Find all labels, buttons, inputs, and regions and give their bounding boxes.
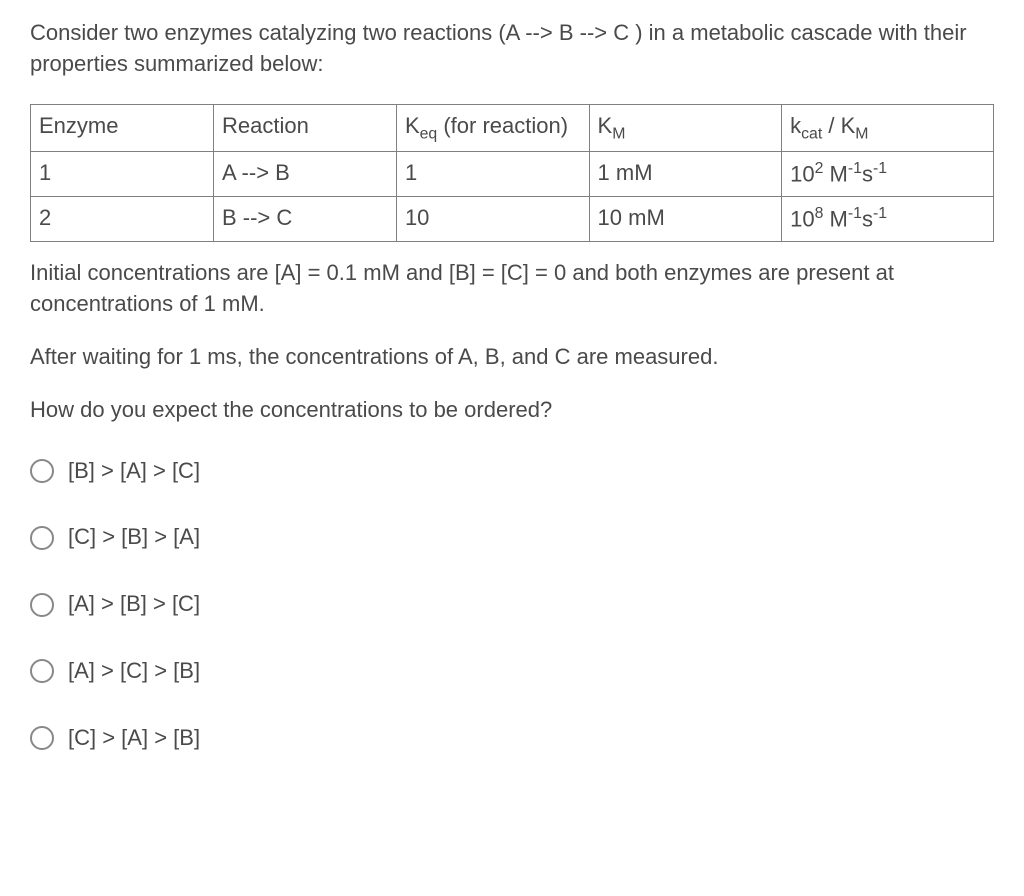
kcat-exp2: -1 [848, 205, 862, 222]
kcat-unit1: M [823, 207, 847, 232]
para-wait: After waiting for 1 ms, the concentratio… [30, 342, 994, 373]
enzyme-table: Enzyme Reaction Keq (for reaction) KM kc… [30, 104, 994, 243]
table-row: 1 A --> B 1 1 mM 102 M-1s-1 [31, 152, 994, 197]
header-reaction: Reaction [213, 104, 396, 152]
para-initial: Initial concentrations are [A] = 0.1 mM … [30, 258, 994, 320]
km-k: K [598, 113, 613, 138]
table-header-row: Enzyme Reaction Keq (for reaction) KM kc… [31, 104, 994, 152]
kcat-unit1: M [823, 161, 847, 186]
kcat-unit2: s [862, 161, 873, 186]
radio-icon[interactable] [30, 459, 54, 483]
kcat-sub1: cat [801, 125, 822, 142]
option-label: [B] > [A] > [C] [68, 456, 200, 487]
radio-icon[interactable] [30, 593, 54, 617]
kcat-unit2: s [862, 207, 873, 232]
cell-keq: 10 [396, 197, 589, 242]
keq-sub: eq [420, 125, 438, 142]
option-row[interactable]: [C] > [B] > [A] [30, 522, 994, 553]
kcat-exp2: -1 [848, 160, 862, 177]
cell-km: 10 mM [589, 197, 782, 242]
keq-suffix: (for reaction) [437, 113, 568, 138]
radio-icon[interactable] [30, 659, 54, 683]
cell-keq: 1 [396, 152, 589, 197]
option-row[interactable]: [B] > [A] > [C] [30, 456, 994, 487]
table-row: 2 B --> C 10 10 mM 108 M-1s-1 [31, 197, 994, 242]
answer-options: [B] > [A] > [C] [C] > [B] > [A] [A] > [B… [30, 456, 994, 754]
radio-icon[interactable] [30, 526, 54, 550]
option-label: [C] > [B] > [A] [68, 522, 200, 553]
option-row[interactable]: [C] > [A] > [B] [30, 723, 994, 754]
option-label: [C] > [A] > [B] [68, 723, 200, 754]
kcat-k: k [790, 113, 801, 138]
option-row[interactable]: [A] > [C] > [B] [30, 656, 994, 687]
header-km: KM [589, 104, 782, 152]
header-enzyme: Enzyme [31, 104, 214, 152]
cell-enzyme: 1 [31, 152, 214, 197]
cell-enzyme: 2 [31, 197, 214, 242]
km-sub: M [612, 125, 625, 142]
cell-kcat: 102 M-1s-1 [782, 152, 994, 197]
cell-kcat: 108 M-1s-1 [782, 197, 994, 242]
kcat-mid: / K [822, 113, 855, 138]
para-question: How do you expect the concentrations to … [30, 395, 994, 426]
cell-reaction: B --> C [213, 197, 396, 242]
header-keq: Keq (for reaction) [396, 104, 589, 152]
kcat-base: 10 [790, 161, 814, 186]
option-label: [A] > [C] > [B] [68, 656, 200, 687]
kcat-exp3: -1 [873, 160, 887, 177]
option-row[interactable]: [A] > [B] > [C] [30, 589, 994, 620]
radio-icon[interactable] [30, 726, 54, 750]
kcat-base: 10 [790, 207, 814, 232]
option-label: [A] > [B] > [C] [68, 589, 200, 620]
cell-km: 1 mM [589, 152, 782, 197]
kcat-sub2: M [855, 125, 868, 142]
kcat-exp3: -1 [873, 205, 887, 222]
cell-reaction: A --> B [213, 152, 396, 197]
header-kcat: kcat / KM [782, 104, 994, 152]
question-intro: Consider two enzymes catalyzing two reac… [30, 18, 994, 80]
keq-k: K [405, 113, 420, 138]
